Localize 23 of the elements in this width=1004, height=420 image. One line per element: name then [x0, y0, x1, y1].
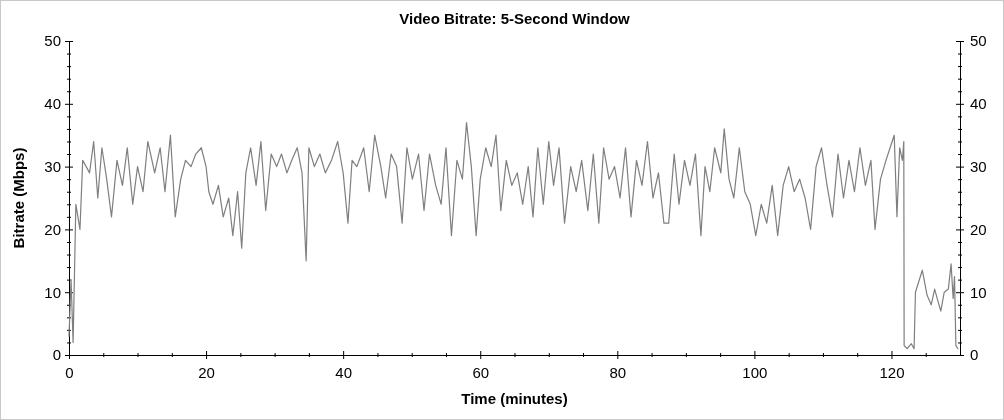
y-tick-label: 0 [52, 346, 61, 364]
y-axis-title: Bitrate (Mbps) [10, 147, 27, 249]
x-tick-label: 40 [335, 363, 352, 381]
chart-title: Video Bitrate: 5-Second Window [399, 10, 631, 27]
y-tick-label: 30 [44, 157, 61, 175]
y2-tick-label: 40 [970, 95, 987, 113]
y-tick-label: 50 [44, 32, 61, 50]
y-tick-label: 40 [44, 95, 61, 113]
y2-tick-label: 10 [970, 283, 987, 301]
x-tick-label: 80 [609, 363, 627, 381]
x-tick-label: 60 [472, 363, 490, 381]
y2-tick-label: 20 [970, 220, 987, 238]
y-tick-label: 10 [44, 283, 61, 301]
x-tick-label: 0 [65, 363, 74, 381]
x-axis-title: Time (minutes) [461, 390, 568, 407]
x-tick-label: 100 [742, 363, 768, 381]
line-series [68, 122, 959, 350]
y-tick-label: 20 [44, 220, 61, 238]
x-tick-label: 20 [198, 363, 215, 381]
y2-tick-label: 50 [970, 32, 987, 50]
x-tick-label: 120 [879, 363, 905, 381]
y2-tick-label: 0 [970, 346, 979, 364]
y2-tick-label: 30 [970, 157, 987, 175]
